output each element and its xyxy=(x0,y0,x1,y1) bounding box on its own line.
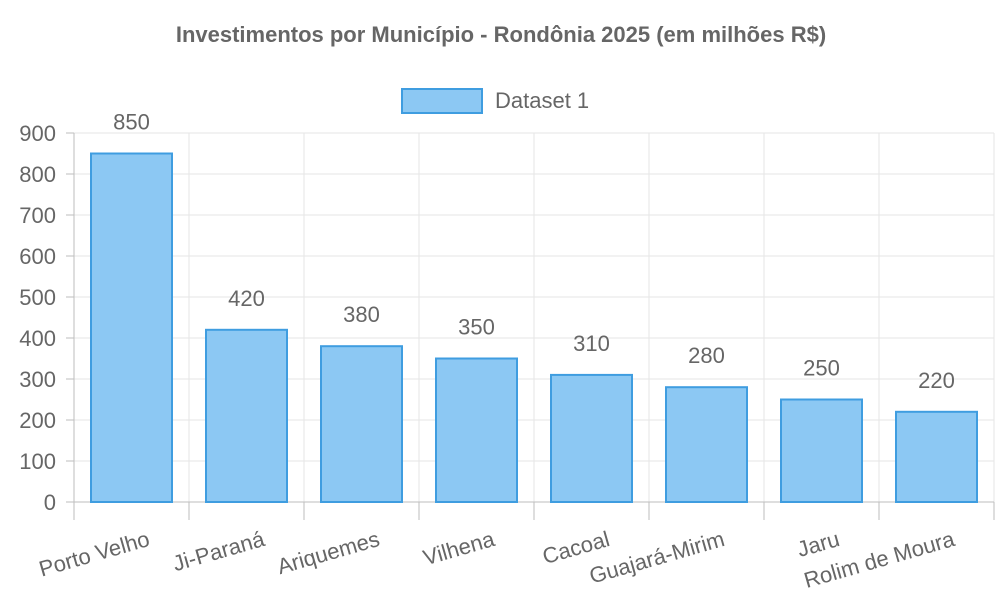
chart-title: Investimentos por Município - Rondônia 2… xyxy=(176,22,826,47)
data-label: 250 xyxy=(803,356,840,381)
y-tick-label: 300 xyxy=(19,367,56,392)
data-label: 850 xyxy=(113,110,150,135)
bar[interactable] xyxy=(90,152,173,503)
data-label: 420 xyxy=(228,286,265,311)
legend[interactable]: Dataset 1 xyxy=(401,88,589,114)
y-tick-label: 900 xyxy=(19,121,56,146)
x-tick-label: Ji-Paraná xyxy=(170,526,268,576)
data-label: 280 xyxy=(688,343,725,368)
x-axis-ticks: Porto Velho Ji-Paraná Ariquemes Vilhena Caco… xyxy=(36,526,958,593)
x-tick-label: Vilhena xyxy=(420,526,498,570)
y-tick-label: 600 xyxy=(19,244,56,269)
data-label: 220 xyxy=(918,368,955,393)
x-tick-label: Jaru xyxy=(794,526,842,562)
data-labels: 850 420 380 350 310 280 250 220 xyxy=(113,110,955,393)
y-tick-label: 400 xyxy=(19,326,56,351)
bar[interactable] xyxy=(205,328,288,503)
x-tick-label: Porto Velho xyxy=(36,526,152,581)
y-tick-label: 0 xyxy=(44,490,56,515)
y-tick-label: 200 xyxy=(19,408,56,433)
bar[interactable] xyxy=(895,410,978,503)
data-label: 350 xyxy=(458,315,495,340)
x-tick-label: Ariquemes xyxy=(274,526,382,579)
y-tick-label: 500 xyxy=(19,285,56,310)
y-tick-label: 700 xyxy=(19,203,56,228)
y-tick-label: 100 xyxy=(19,449,56,474)
y-tick-label: 800 xyxy=(19,162,56,187)
bars xyxy=(90,152,978,504)
data-label: 310 xyxy=(573,331,610,356)
legend-swatch[interactable] xyxy=(401,88,483,114)
bar[interactable] xyxy=(665,386,748,504)
bar[interactable] xyxy=(780,398,863,503)
y-axis-ticks: 0 100 200 300 400 500 600 700 800 900 xyxy=(19,121,56,515)
legend-label[interactable]: Dataset 1 xyxy=(495,88,589,113)
data-label: 380 xyxy=(343,302,380,327)
bar[interactable] xyxy=(550,373,633,503)
bar[interactable] xyxy=(435,357,518,503)
bar[interactable] xyxy=(320,345,403,504)
